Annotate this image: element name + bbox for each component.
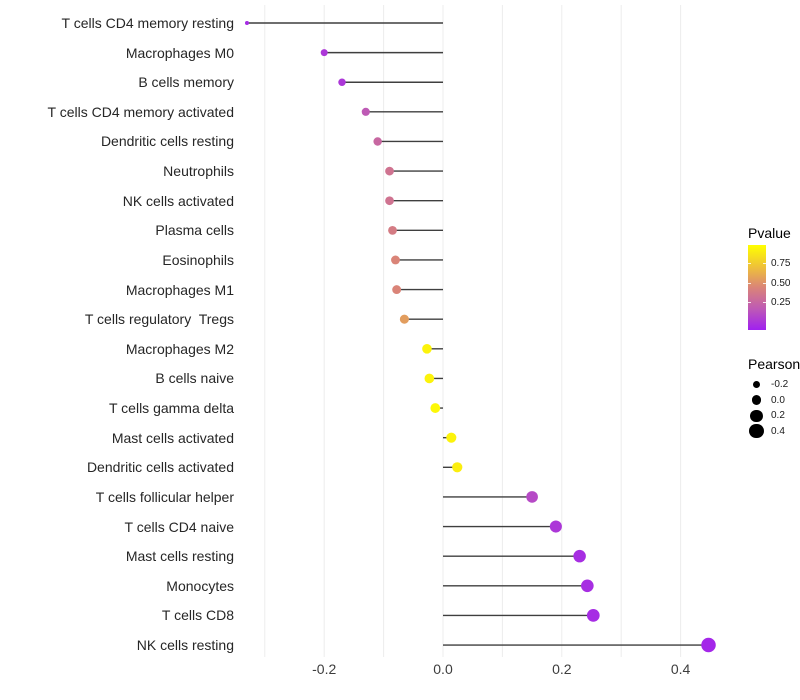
lollipop-dot: [385, 196, 394, 206]
pearson-legend-entries: -0.2 0.0 0.2 0.4: [748, 377, 800, 439]
x-axis-label: 0.4: [670, 661, 691, 677]
x-axis-label: 0.0: [433, 661, 453, 677]
lollipop-dot: [452, 462, 463, 473]
lollipop-dot: [388, 225, 397, 235]
lollipop-dot: [586, 609, 600, 622]
lollipop-dot: [549, 520, 562, 533]
pearson-legend-dot: [749, 424, 764, 439]
lollipop-dot: [385, 166, 394, 176]
y-axis-label: B cells naive: [155, 370, 234, 387]
y-axis-label: Neutrophils: [163, 163, 234, 180]
y-axis-label: Macrophages M2: [125, 340, 234, 357]
y-axis-label: Macrophages M0: [125, 44, 234, 61]
y-axis-label: Eosinophils: [162, 251, 234, 268]
pearson-legend-entry: 0.4: [748, 424, 800, 440]
lollipop-dot: [244, 21, 249, 25]
lollipop-dot: [391, 255, 400, 265]
lollipop-dot: [422, 344, 432, 354]
y-axis-label: NK cells resting: [136, 637, 234, 654]
pvalue-tick-mark: [763, 302, 766, 303]
y-axis-label: T cells gamma delta: [108, 400, 234, 417]
lollipop-dot: [446, 432, 457, 443]
x-axis-label: 0.2: [552, 661, 572, 677]
y-axis-label: NK cells activated: [122, 192, 234, 209]
y-axis-label: Mast cells activated: [111, 429, 234, 446]
lollipop-dot: [701, 637, 716, 653]
pearson-legend-title: Pearson: [748, 356, 800, 372]
y-axis-label: T cells CD4 naive: [124, 518, 234, 535]
pvalue-tick-label: 0.50: [771, 278, 791, 289]
pvalue-tick-mark: [763, 283, 766, 284]
pearson-legend-label: 0.4: [771, 425, 785, 437]
lollipop-dot: [399, 314, 409, 324]
y-axis-label: T cells follicular helper: [95, 488, 234, 505]
pvalue-tick-mark: [748, 283, 751, 284]
pvalue-colorbar: [748, 245, 766, 330]
pearson-legend-entry: -0.2: [748, 377, 800, 393]
lollipop-dot: [526, 491, 538, 503]
pearson-legend-dot-box: [748, 377, 765, 393]
lollipop-dot: [392, 285, 402, 295]
lollipop-dot: [424, 373, 435, 384]
pearson-legend-entry: 0.2: [748, 408, 800, 424]
pvalue-legend-title: Pvalue: [748, 225, 791, 241]
y-axis-label: T cells CD4 memory activated: [47, 103, 234, 120]
lollipop-dot: [320, 49, 328, 57]
pvalue-tick-label: 0.25: [771, 297, 791, 308]
lollipop-dot: [573, 549, 586, 563]
pearson-legend: Pearson -0.2 0.0 0.2 0.4: [748, 356, 800, 439]
pearson-legend-dot: [750, 409, 763, 422]
y-axis-label: Dendritic cells resting: [100, 133, 234, 150]
y-axis-label: T cells CD8: [161, 607, 234, 624]
pearson-legend-label: 0.0: [771, 394, 785, 406]
y-axis-label: T cells regulatory Tregs: [84, 311, 234, 328]
pvalue-tick-label: 0.75: [771, 258, 791, 269]
y-axis-label: Mast cells resting: [125, 548, 234, 565]
lollipop-dot: [430, 403, 441, 413]
lollipop-dot: [338, 78, 346, 86]
pvalue-tick-mark: [763, 263, 766, 264]
pearson-legend-dot: [753, 381, 760, 389]
pvalue-legend: Pvalue 0.75 0.50 0.25: [748, 225, 800, 337]
lollipop-dot: [361, 107, 370, 116]
pvalue-tick-mark: [748, 302, 751, 303]
lollipop-dot: [581, 579, 594, 593]
y-axis-label: Dendritic cells activated: [86, 459, 234, 476]
y-axis-label: B cells memory: [138, 74, 234, 91]
pearson-legend-label: 0.2: [771, 410, 785, 422]
y-axis-label: Plasma cells: [155, 222, 234, 239]
y-axis-label: Monocytes: [166, 577, 234, 594]
y-axis-label: T cells CD4 memory resting: [61, 15, 234, 31]
pearson-legend-dot-box: [748, 424, 765, 440]
pearson-legend-dot-box: [748, 393, 765, 409]
pearson-legend-dot-box: [748, 408, 765, 424]
pvalue-tick-mark: [748, 263, 751, 264]
pearson-legend-label: -0.2: [771, 379, 789, 391]
lollipop-dot: [373, 137, 382, 146]
x-axis-label: -0.2: [312, 661, 337, 677]
y-axis-label: Macrophages M1: [125, 281, 234, 298]
pearson-legend-entry: 0.0: [748, 393, 800, 409]
pearson-legend-dot: [751, 395, 762, 406]
